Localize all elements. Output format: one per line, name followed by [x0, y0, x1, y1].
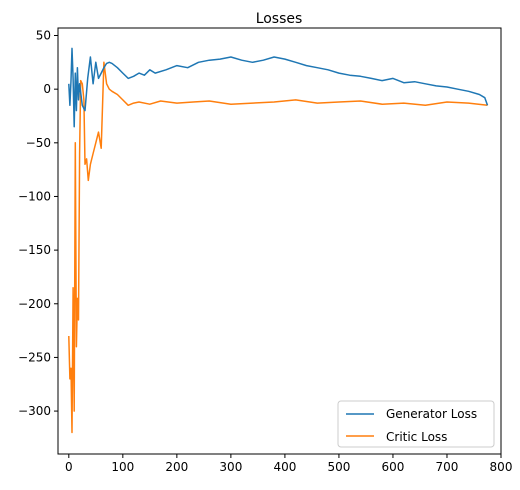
series-line-critic-loss [68, 61, 488, 434]
y-tick-label: −200 [18, 297, 51, 311]
series-layer [68, 47, 489, 434]
x-tick-label: 0 [65, 460, 73, 474]
x-tick-label: 500 [327, 460, 350, 474]
plot-frame [57, 27, 502, 455]
y-tick-label: −100 [18, 189, 51, 203]
legend-label-generator: Generator Loss [386, 407, 477, 421]
legend: Generator Loss Critic Loss [337, 400, 495, 448]
y-tick-label: −250 [18, 350, 51, 364]
x-tick-label: 300 [219, 460, 242, 474]
chart-title: Losses [256, 11, 303, 27]
x-tick-label: 800 [490, 460, 513, 474]
y-tick-label: −50 [26, 136, 51, 150]
y-axis: 50 0 −50 −100 −150 −200 −250 −300 [18, 29, 58, 418]
x-tick-label: 400 [273, 460, 296, 474]
x-tick-label: 600 [381, 460, 404, 474]
x-axis: 0 100 200 300 400 500 600 700 800 [65, 454, 512, 474]
y-tick-label: −150 [18, 243, 51, 257]
y-tick-label: 0 [43, 82, 51, 96]
x-tick-label: 100 [111, 460, 134, 474]
legend-label-critic: Critic Loss [386, 430, 447, 444]
legend-frame [337, 400, 495, 448]
y-tick-label: 50 [36, 29, 51, 43]
y-tick-label: −300 [18, 404, 51, 418]
series-line-generator-loss [68, 47, 489, 128]
x-tick-label: 200 [165, 460, 188, 474]
x-tick-label: 700 [436, 460, 459, 474]
